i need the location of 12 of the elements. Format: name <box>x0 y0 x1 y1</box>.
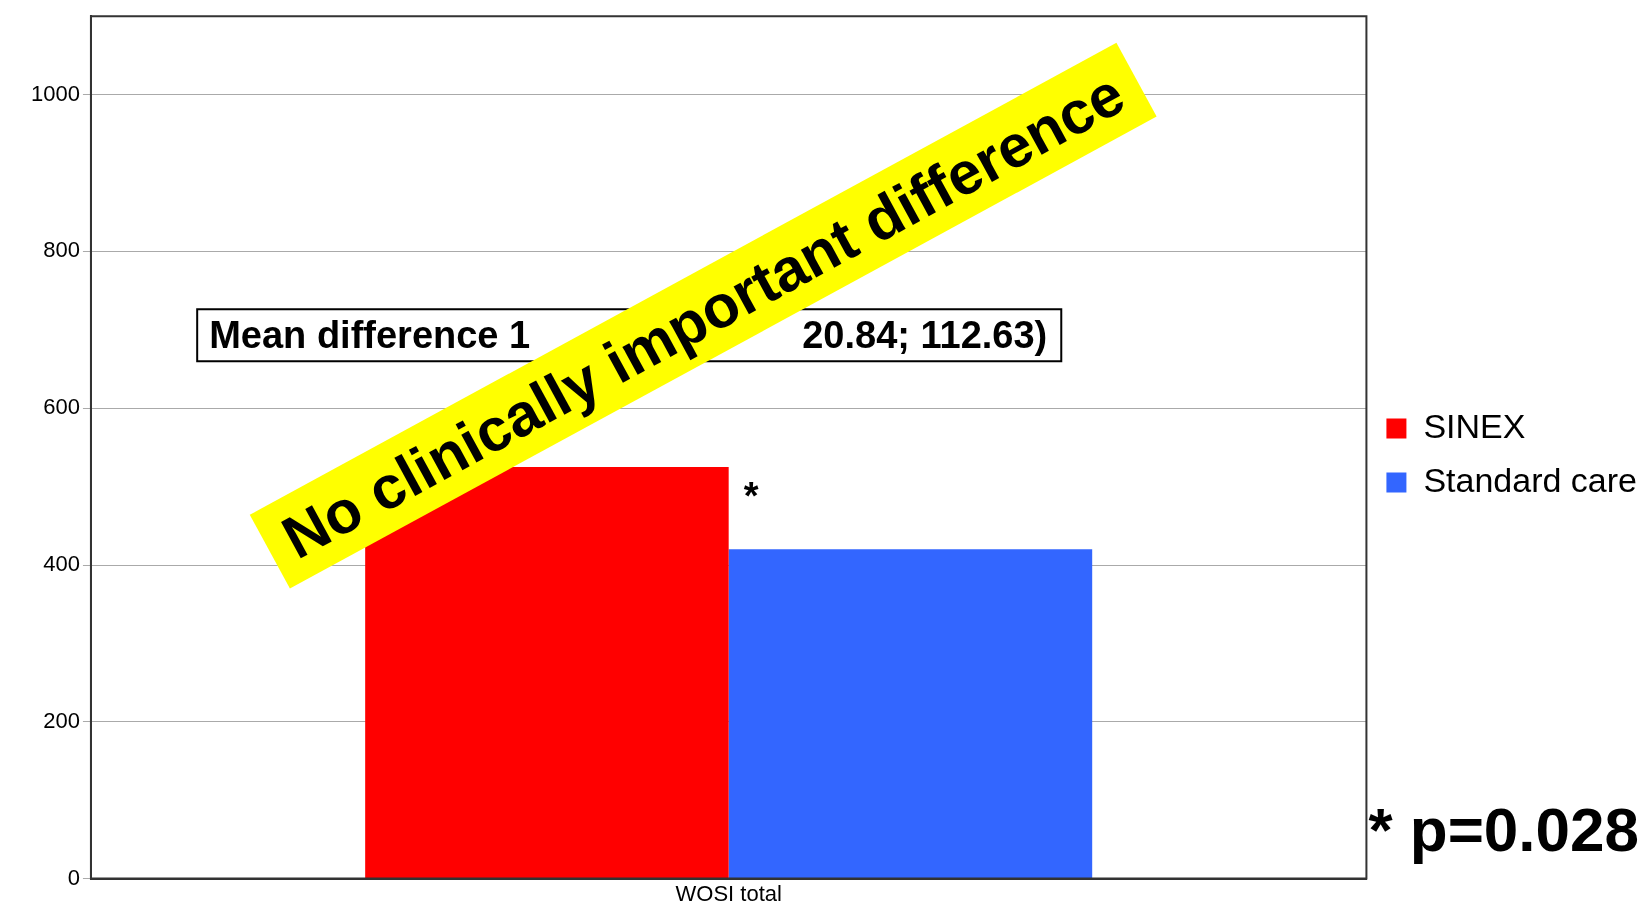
y-tick-label: 400 <box>43 551 80 577</box>
legend-label: Standard care <box>1423 460 1638 499</box>
text: * p=0.028 <box>1368 794 1639 864</box>
y-tick-label: 200 <box>43 707 80 733</box>
y-tick-label: 1000 <box>30 80 80 106</box>
annotation: * <box>743 474 759 517</box>
y-tick-label: 800 <box>43 237 80 263</box>
y-tick-label: 0 <box>67 864 80 890</box>
x-tick-label: WOSI total <box>675 880 782 906</box>
annotation: Mean difference 1 <box>209 313 531 356</box>
legend-label: SINEX <box>1423 406 1526 445</box>
y-tick-label: 600 <box>43 394 80 420</box>
